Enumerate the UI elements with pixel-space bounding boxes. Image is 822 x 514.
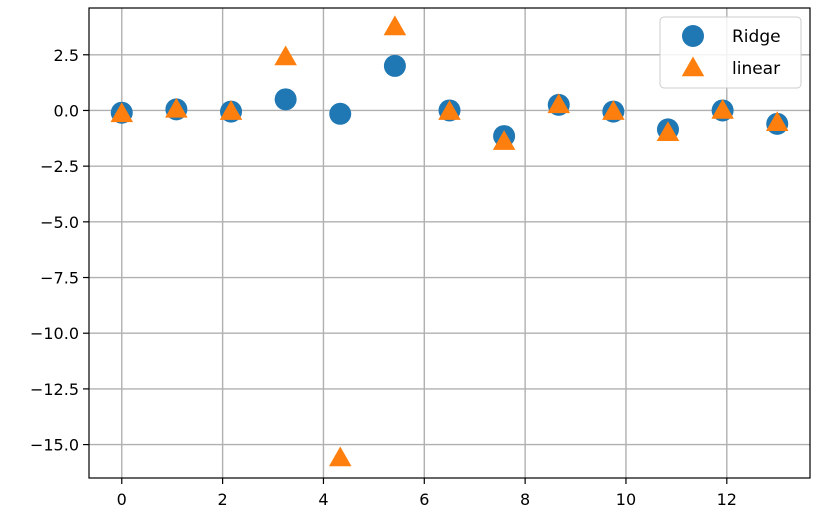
axis-ticks: [83, 54, 728, 484]
legend-items: Ridge linear: [681, 25, 781, 79]
x-tick-label: 0: [117, 490, 127, 509]
y-tick-label: −5.0: [40, 213, 79, 232]
x-tick-label: 2: [218, 490, 228, 509]
linear-point: [547, 93, 571, 114]
linear-point: [274, 45, 297, 66]
x-tick-label: 12: [717, 490, 737, 509]
y-tick-label: −15.0: [30, 436, 79, 455]
grid: [89, 8, 810, 478]
y-tick-label: −10.0: [30, 324, 79, 343]
ridge-point: [274, 88, 297, 111]
linear-point: [165, 97, 188, 118]
x-tick-label: 6: [419, 490, 429, 509]
linear-point: [328, 446, 352, 467]
legend-label: linear: [732, 59, 780, 79]
y-tick-label: −12.5: [30, 380, 79, 399]
linear-point: [438, 100, 461, 120]
x-tick-label: 8: [520, 490, 530, 509]
linear-point: [765, 111, 789, 131]
linear-point: [110, 102, 134, 123]
y-tick-label: 2.5: [54, 46, 79, 65]
linear-point: [711, 98, 734, 119]
y-tick-label: 0.0: [54, 101, 79, 120]
legend-label: Ridge: [732, 27, 781, 47]
legend-ridge-marker: [682, 25, 704, 47]
x-tick-label: 10: [616, 490, 636, 509]
x-tick-label: 4: [318, 490, 328, 509]
linear-point: [219, 100, 243, 120]
y-tick-labels: 2.5 0.0 −2.5 −5.0 −7.5 −10.0 −12.5 −15.0: [30, 46, 79, 455]
legend: Ridge linear: [659, 16, 802, 89]
y-tick-label: −2.5: [40, 157, 79, 176]
ridge-point: [383, 54, 406, 77]
linear-point: [602, 100, 625, 120]
y-tick-label: −7.5: [40, 269, 79, 288]
ridge-point: [329, 102, 352, 125]
legend-linear-marker: [681, 56, 705, 77]
plot-frame: [88, 7, 811, 479]
linear-point: [492, 130, 516, 150]
x-tick-labels: 0 2 4 6 8 10 12: [117, 490, 737, 509]
linear-point: [383, 15, 407, 36]
series-markers: [110, 15, 789, 467]
linear-point: [656, 121, 680, 142]
